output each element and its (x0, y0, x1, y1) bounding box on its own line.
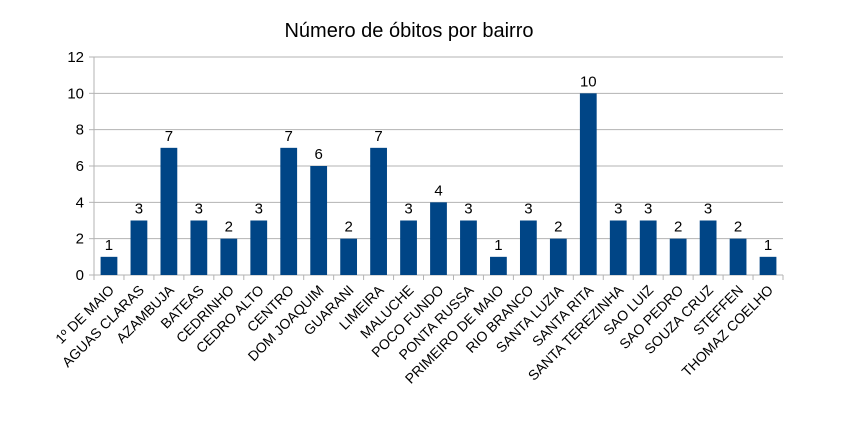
bar (370, 147, 387, 275)
data-label: 3 (644, 201, 652, 218)
data-label: 4 (434, 182, 442, 199)
bar (460, 220, 477, 275)
data-label: 10 (580, 73, 597, 90)
bar (340, 238, 358, 275)
data-label: 2 (554, 219, 562, 236)
bar (490, 256, 507, 275)
bar (729, 238, 747, 275)
bar (699, 220, 717, 275)
data-label: 1 (105, 237, 113, 254)
data-label: 3 (524, 201, 532, 218)
bar (100, 256, 118, 275)
data-label: 1 (764, 237, 772, 254)
bar (549, 238, 567, 275)
data-label: 7 (165, 128, 173, 145)
bar (519, 220, 537, 275)
bar (430, 202, 447, 275)
bar (250, 220, 268, 275)
data-label: 2 (225, 219, 233, 236)
data-label: 3 (404, 201, 412, 218)
bar (669, 238, 687, 275)
y-tick-label: 8 (76, 122, 84, 139)
y-tick-label: 10 (67, 85, 84, 102)
bar (280, 147, 298, 275)
bar (310, 166, 328, 275)
data-label: 7 (285, 128, 293, 145)
data-label: 7 (374, 128, 382, 145)
bar (400, 220, 417, 275)
y-tick-label: 2 (76, 231, 84, 248)
data-label: 3 (135, 201, 143, 218)
chart-title: Número de óbitos por bairro (284, 20, 533, 42)
data-label: 2 (344, 219, 352, 236)
data-label: 1 (494, 237, 502, 254)
y-axis-ticks: 0 2 4 6 8 10 12 (67, 49, 84, 284)
bar (160, 147, 178, 275)
bar (759, 256, 777, 275)
data-label: 3 (614, 201, 622, 218)
data-label: 2 (734, 219, 742, 236)
data-label: 3 (255, 201, 263, 218)
y-tick-label: 12 (67, 49, 84, 66)
data-label: 3 (704, 201, 712, 218)
y-tick-label: 0 (76, 267, 84, 284)
bar (130, 220, 148, 275)
bar (579, 93, 597, 275)
data-label: 3 (195, 201, 203, 218)
y-tick-label: 6 (76, 158, 84, 175)
data-label: 2 (674, 219, 682, 236)
bar (190, 220, 208, 275)
y-tick-label: 4 (76, 194, 84, 211)
bar (220, 238, 238, 275)
bars (100, 93, 777, 275)
data-label: 3 (464, 201, 472, 218)
bar (639, 220, 657, 275)
data-label: 6 (315, 146, 323, 163)
data-labels: 1 3 7 3 2 3 7 6 2 7 3 4 3 1 3 2 10 3 3 2 3 2 1 (105, 73, 772, 254)
bar (609, 220, 627, 275)
